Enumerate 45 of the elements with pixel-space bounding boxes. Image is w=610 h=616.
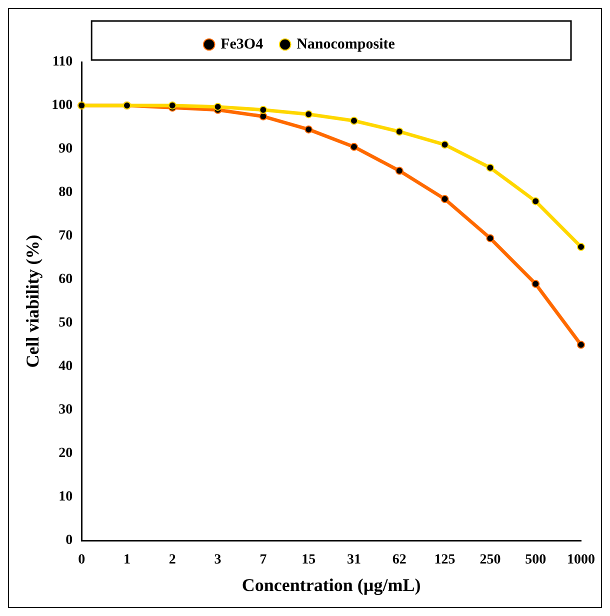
legend-label: Fe3O4	[220, 36, 264, 52]
y-tick-label: 0	[66, 533, 73, 548]
point	[577, 242, 585, 251]
point	[532, 280, 540, 288]
x-tick-label: 3	[214, 552, 222, 568]
x-tick-label: 7	[260, 552, 267, 568]
y-tick-label: 80	[58, 185, 73, 200]
x-tick-label: 500	[525, 552, 546, 568]
point	[304, 110, 313, 118]
y-tick-label: 50	[58, 316, 73, 331]
point	[214, 102, 222, 111]
point	[532, 197, 540, 206]
y-tick-label: 100	[52, 98, 73, 114]
x-tick-label: 62	[392, 552, 406, 568]
y-tick-label: 70	[58, 228, 73, 244]
point	[486, 164, 494, 172]
x-axis-title: Concentration (µg/mL)	[242, 574, 421, 595]
y-tick-label: 90	[58, 142, 73, 157]
point	[350, 116, 358, 125]
point	[259, 106, 268, 114]
y-tick-label: 10	[58, 490, 73, 505]
y-axis-title: Cell viability (%)	[22, 234, 42, 368]
point	[577, 340, 585, 349]
point	[350, 142, 358, 151]
y-tick-label: 110	[52, 54, 73, 70]
y-tick-label: 40	[58, 359, 73, 374]
point	[440, 140, 449, 149]
x-tick-label: 0	[78, 552, 86, 568]
x-tick-label: 15	[302, 552, 316, 568]
y-tick-label: 30	[58, 402, 73, 418]
x-tick-label: 1	[124, 552, 130, 568]
point	[395, 166, 404, 175]
point	[304, 125, 313, 134]
x-tick-label: 2	[168, 552, 176, 568]
point	[440, 195, 449, 204]
x-tick-label: 31	[347, 552, 361, 568]
x-tick-label: 250	[480, 552, 501, 568]
point	[486, 234, 494, 242]
x-tick-label: 125	[434, 552, 456, 568]
x-tick-label: 1000	[567, 552, 595, 568]
point	[259, 112, 268, 120]
point	[395, 128, 404, 136]
y-tick-label: 60	[58, 272, 73, 288]
legend-label: Nanocomposite	[296, 36, 396, 52]
y-tick-label: 20	[58, 446, 73, 462]
